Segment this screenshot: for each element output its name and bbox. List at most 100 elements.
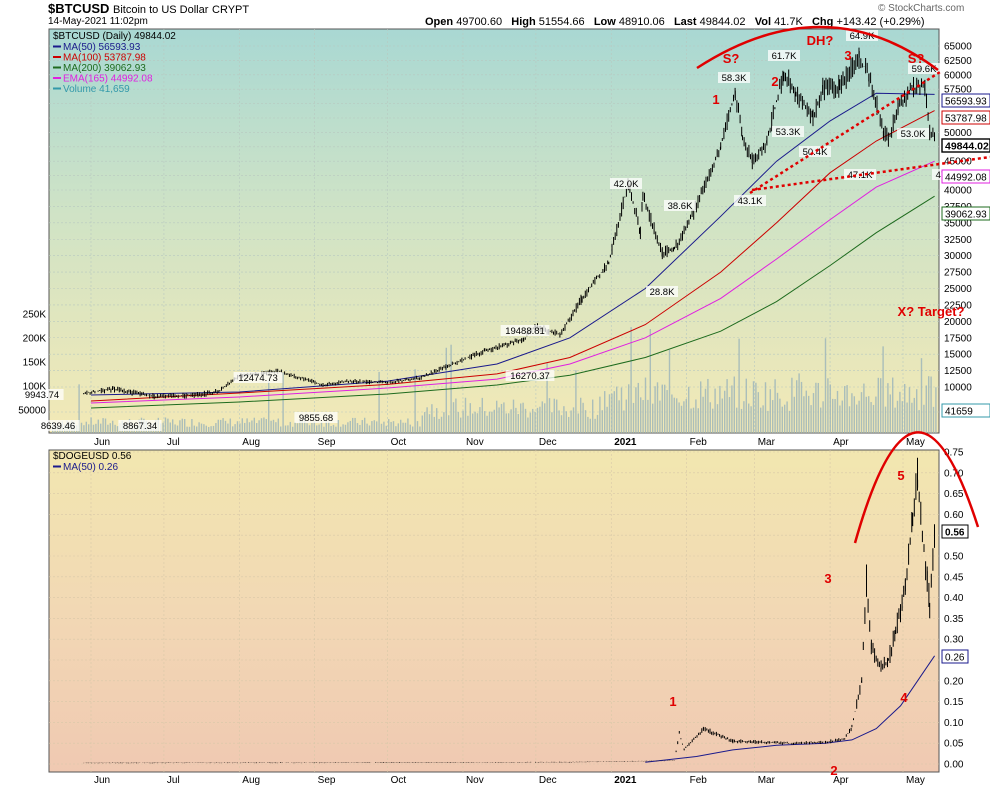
volume-bar [870, 402, 872, 433]
btc-x-tick: Mar [758, 437, 776, 448]
volume-bar [796, 380, 798, 433]
watermark: © StockCharts.com [878, 3, 965, 14]
price-label-bg [505, 370, 555, 381]
volume-bar [548, 398, 551, 433]
volume-bar [685, 399, 687, 433]
volume-bar [337, 420, 339, 433]
price-label: 43.1K [738, 196, 763, 207]
volume-bar [683, 401, 685, 433]
volume-bar [856, 404, 858, 433]
volume-bar [236, 421, 239, 433]
doge-axis-tick: 0.50 [944, 552, 964, 563]
volume-bar [880, 378, 882, 433]
volume-bar [392, 421, 395, 433]
volume-bar [515, 407, 517, 433]
volume-bar [558, 410, 560, 433]
volume-bar [256, 423, 258, 433]
chg-label: Chg [811, 16, 834, 28]
volume-bar [342, 424, 344, 433]
price-label: 58.3K [722, 73, 747, 84]
btc-wave-annotation: S? [723, 51, 740, 66]
volume-bar [196, 426, 198, 433]
volume-bar [695, 399, 697, 433]
volume-bar [920, 358, 923, 433]
doge-axis-tick: 0.15 [944, 697, 964, 708]
volume-bar [292, 426, 294, 433]
volume-bar [455, 398, 457, 433]
volume-bar [647, 399, 649, 433]
volume-bar [913, 397, 915, 433]
price-axis-tick: 10000 [944, 383, 972, 394]
btc-wave-annotation: S? [908, 51, 925, 66]
doge-axis-tick: 0.20 [944, 676, 964, 687]
volume-bar [762, 405, 764, 433]
volume-bar [424, 412, 426, 433]
volume-bar [100, 423, 102, 433]
volume-bar [827, 378, 829, 433]
btc-right-axis-badge [941, 110, 990, 125]
btc-legend-title: $BTCUSD (Daily) 49844.02 [53, 31, 176, 42]
btc-x-tick: May [906, 437, 925, 448]
volume-bar [654, 386, 656, 433]
volume-bar [462, 410, 464, 433]
volume-bar [544, 403, 546, 433]
volume-bar [222, 418, 224, 433]
volume-bar [899, 391, 901, 433]
volume-bar [114, 424, 116, 433]
volume-axis-tick: 150K [23, 358, 47, 369]
volume-bar [443, 412, 445, 433]
volume-bar [824, 338, 827, 433]
volume-bar [220, 419, 222, 433]
volume-bar [260, 418, 263, 433]
doge-x-tick: Nov [466, 775, 484, 786]
volume-bar [841, 400, 843, 433]
doge-x-tick: Mar [758, 775, 776, 786]
exchange: CRYPT [212, 4, 250, 16]
volume-bar [743, 401, 745, 433]
volume-bar [661, 384, 663, 433]
volume-bar [539, 406, 541, 433]
doge-wave-annotation: 5 [897, 468, 904, 483]
volume-bar [352, 417, 354, 433]
volume-bar [436, 408, 438, 433]
doge-x-tick: Dec [539, 775, 557, 786]
volume-bar [364, 417, 366, 433]
volume-bar [580, 397, 582, 433]
volume-bar [445, 347, 447, 433]
volume-bar [318, 424, 320, 433]
doge-x-tick: Sep [318, 775, 336, 786]
volume-bar [316, 425, 318, 433]
volume-bar [116, 426, 119, 433]
volume-bar [918, 410, 920, 433]
volume-bar [433, 416, 435, 433]
volume-bar [390, 421, 392, 433]
volume-bar [541, 401, 543, 433]
volume-bar [491, 411, 493, 433]
volume-bar [258, 420, 260, 433]
volume-bar [205, 425, 207, 433]
volume-bar [772, 400, 774, 433]
volume-bar [611, 393, 613, 433]
volume-bar [882, 346, 884, 433]
volume-bar [786, 401, 788, 433]
chart-symbol: $BTCUSD Bitcoin to US Dollar CRYPT [48, 1, 249, 16]
btc-legend-entry: MA(50) 56593.93 [63, 42, 141, 53]
volume-bar [191, 419, 193, 433]
volume-bar [556, 399, 558, 433]
btc-right-axis-badge [941, 93, 990, 108]
volume-bar [709, 402, 711, 433]
chg-value: +143.42 (+0.29%) [836, 16, 925, 28]
volume-bar [925, 385, 927, 433]
volume-bar [496, 400, 498, 433]
volume-bar [846, 385, 848, 433]
volume-bar [416, 421, 419, 433]
price-axis-tick: 30000 [944, 251, 972, 262]
price-axis-tick: 20000 [944, 317, 972, 328]
btc-x-tick: Jul [167, 437, 180, 448]
volume-bar [452, 402, 455, 433]
volume-bar [532, 408, 534, 433]
price-axis-tick: 12500 [944, 366, 972, 377]
price-axis-tick: 62500 [944, 56, 972, 67]
